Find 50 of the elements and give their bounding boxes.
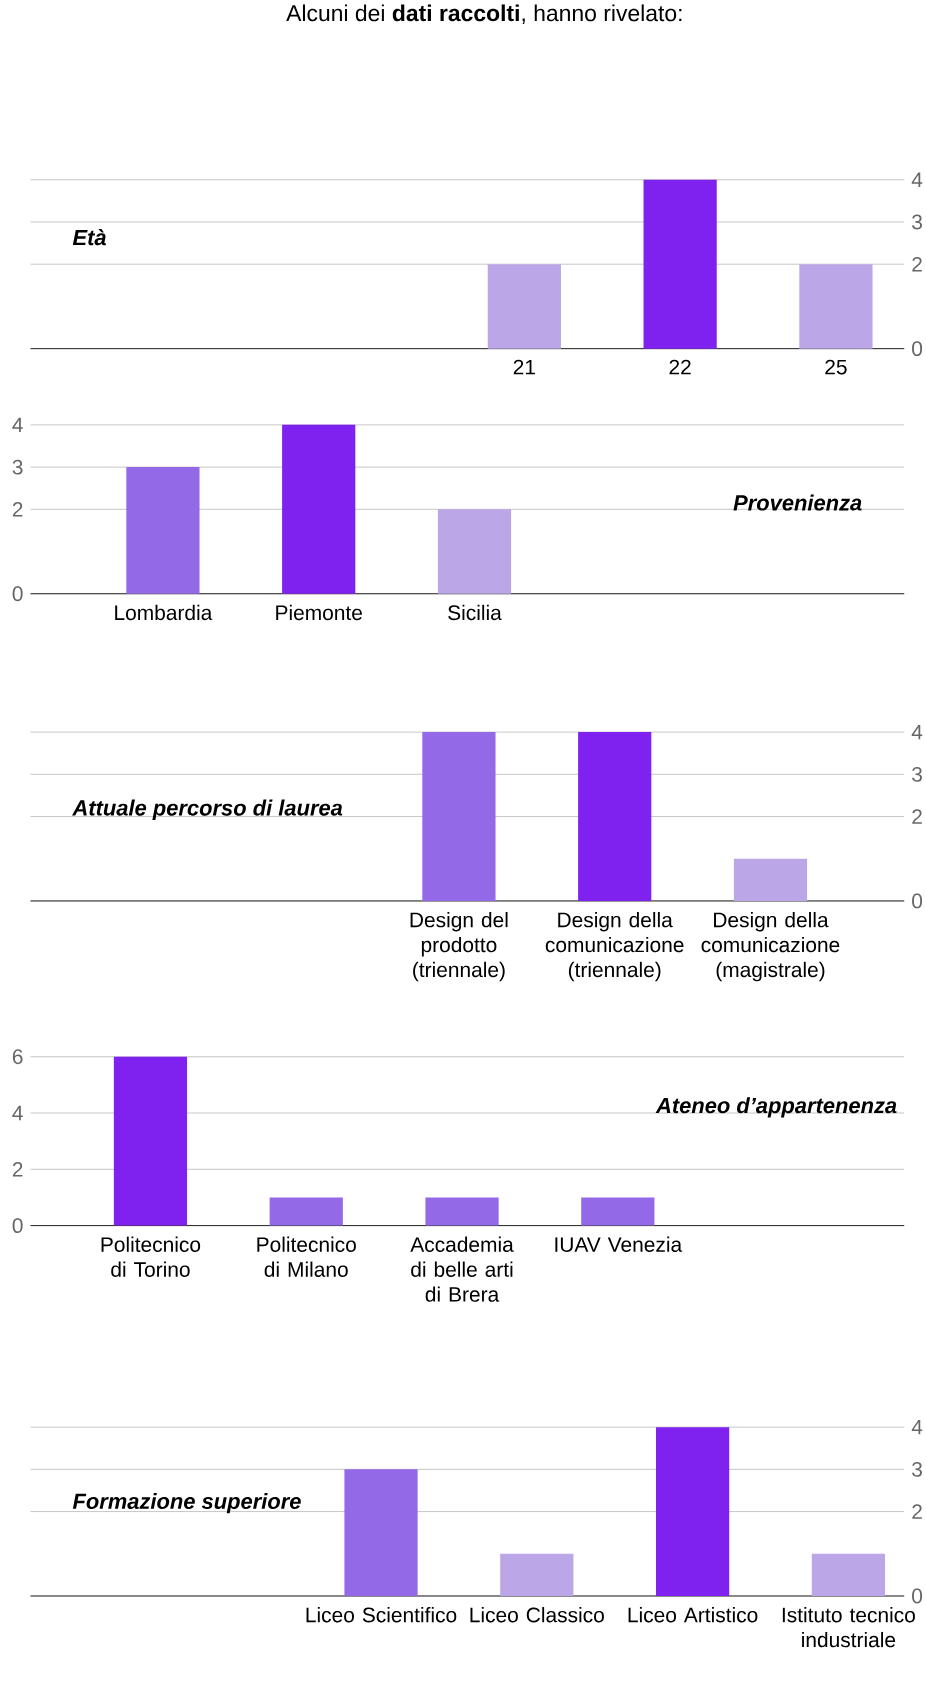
y-tick-label: 0 [12,1218,23,1234]
x-tick-label: Design del prodotto (triennale) [410,911,508,982]
y-axis-title: Attuale percorso di laurea [72,799,343,820]
y-tick-label: 0 [912,341,923,357]
x-tick-label: Piemonte [276,604,362,621]
x-tick-label: 25 [825,359,847,375]
x-tick-label: Lombardia [115,604,213,621]
x-tick-label: Design della comunicazione (triennale) [545,911,684,982]
x-tick-label: Liceo Artistico [628,1607,758,1623]
x-tick-label: Politecnico di Torino [101,1236,201,1277]
bar [500,1553,574,1596]
x-tick-label: Sicilia [448,604,502,621]
bar [282,424,356,594]
x-tick-label: 21 [513,359,535,375]
y-tick-label: 6 [12,1049,23,1065]
y-tick-label: 0 [912,1588,923,1604]
y-tick-label: 0 [12,586,23,602]
x-tick-label: Liceo Scientifico [306,1607,457,1623]
y-tick-label: 3 [912,766,922,782]
x-tick-label: Istituto tecnico industriale [782,1607,915,1648]
y-tick-label: 3 [912,214,922,230]
y-tick-label: 4 [12,417,23,433]
bar [126,467,200,594]
y-tick-label: 2 [912,809,922,824]
bar [811,1553,885,1596]
x-tick-label: IUAV Venezia [555,1236,683,1252]
y-axis-title: Provenienza [733,494,862,511]
text: Alcuni dei dati raccolti, hanno rivelato: [286,4,682,24]
x-tick-label: 22 [669,359,691,375]
x-tick-label: Liceo Classico [470,1607,604,1623]
bar [437,509,512,594]
y-tick-label: 4 [12,1105,23,1121]
x-tick-label: Accademia di belle arti di Brera [410,1236,514,1302]
y-tick-label: 3 [912,1461,922,1477]
bar [655,1427,730,1596]
y-axis-title: Ateneo d’appartenenza [655,1097,897,1118]
y-tick-label: 2 [12,1162,23,1177]
y-tick-label: 2 [912,256,922,272]
y-tick-label: 2 [12,502,23,517]
y-tick-label: 2 [912,1504,922,1519]
bar [344,1469,418,1596]
y-axis-title: Formazione superiore [72,1492,301,1514]
y-tick-label: 4 [911,1419,923,1435]
y-axis-title: Età [72,229,106,246]
y-tick-label: 4 [911,172,923,187]
y-tick-label: 3 [12,459,23,475]
y-tick-label: 4 [911,724,923,740]
x-tick-label: Politecnico di Milano [257,1236,356,1277]
y-tick-label: 0 [912,893,923,909]
x-tick-label: Design della comunicazione (magistrale) [701,911,840,982]
